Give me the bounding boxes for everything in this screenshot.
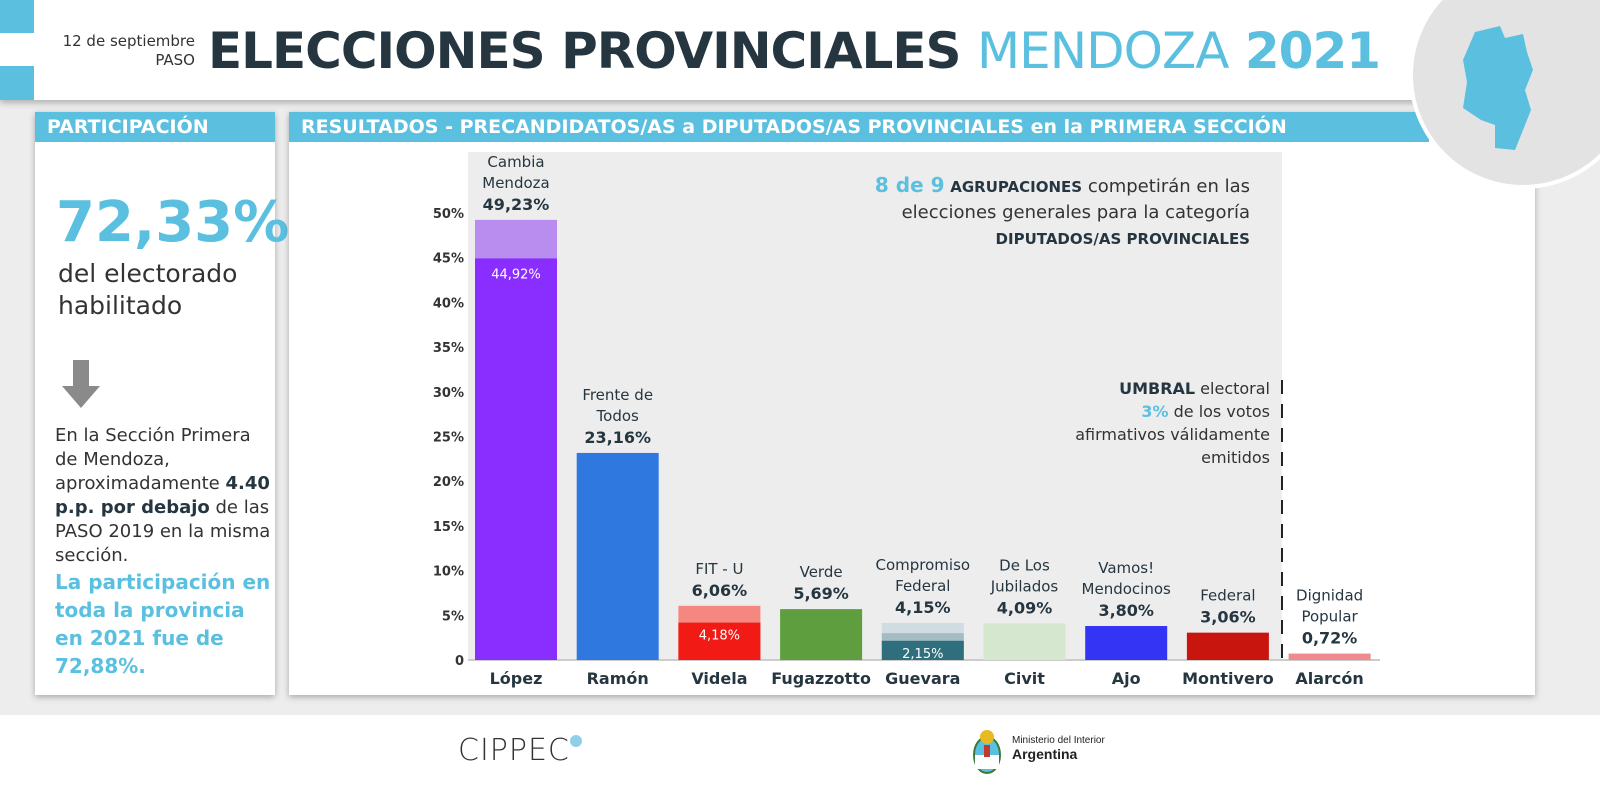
x-tick-label: Alarcón <box>1295 669 1363 688</box>
y-tick-label: 15% <box>433 520 464 535</box>
bar-segment <box>678 622 761 660</box>
data-label: 6,06% <box>692 581 748 600</box>
x-tick-label: Montivero <box>1182 669 1274 688</box>
mendoza-map-icon <box>1409 0 1600 189</box>
y-tick-label: 0 <box>455 654 464 669</box>
inner-data-label: 44,92% <box>491 267 541 282</box>
party-label: Federal <box>895 577 950 595</box>
bar-segment <box>475 258 557 660</box>
data-label: 23,16% <box>584 428 651 447</box>
y-tick-label: 10% <box>433 565 464 580</box>
inner-data-label: 2,15% <box>902 647 943 662</box>
x-tick-label: Guevara <box>885 669 960 688</box>
bar-chart: 0 5% 10% 15% 20% 25% 30% 35% 40% 45% 50% 44,92% 49,2… <box>433 152 1380 688</box>
bar-Ramón <box>576 452 659 660</box>
threshold-note: UMBRAL electoral 3% de los votos afirmat… <box>1075 379 1270 467</box>
results-label: RESULTADOS - PRECANDIDATOS/AS a DIPUTADO… <box>289 112 1429 142</box>
x-tick-label: Fugazzotto <box>771 669 871 688</box>
party-label: Verde <box>800 563 843 581</box>
party-label: Jubilados <box>990 577 1059 595</box>
data-label: 3,80% <box>1098 601 1154 620</box>
arrow-down-icon <box>62 360 100 408</box>
party-label: FIT - U <box>695 560 743 578</box>
party-label: Federal <box>1200 587 1255 605</box>
participation-card <box>35 112 275 695</box>
decor-square <box>0 0 34 33</box>
data-label: 4,15% <box>895 598 951 617</box>
y-tick-label: 45% <box>433 252 464 267</box>
x-tick-label: Civit <box>1004 669 1045 688</box>
party-label: Frente de <box>582 386 653 404</box>
party-label: Compromiso <box>876 556 971 574</box>
party-label: Dignidad <box>1296 587 1363 605</box>
bar-Montivero <box>1186 632 1269 660</box>
data-label: 3,06% <box>1200 608 1256 627</box>
party-label: De Los <box>999 556 1050 574</box>
y-tick-label: 20% <box>433 475 464 490</box>
y-tick-label: 5% <box>442 609 464 624</box>
party-label: Todos <box>596 407 639 425</box>
y-tick-label: 40% <box>433 296 464 311</box>
x-tick-label: Ramón <box>587 669 649 688</box>
y-tick-label: 30% <box>433 386 464 401</box>
page-title: ELECCIONES PROVINCIALES MENDOZA 2021 <box>208 22 1381 80</box>
party-label: Cambia <box>487 153 544 171</box>
date: 12 de septiembre PASO <box>62 32 195 69</box>
party-label: Mendocinos <box>1082 580 1171 598</box>
inner-data-label: 4,18% <box>699 629 740 644</box>
bar-segment <box>881 640 964 660</box>
bar-Ajo <box>1085 626 1168 660</box>
data-label: 4,09% <box>997 598 1053 617</box>
participation-text: En la Sección Primera de Mendoza, aproxi… <box>55 425 271 678</box>
x-tick-label: López <box>490 669 543 688</box>
argentina-coat-of-arms-icon <box>973 730 1001 774</box>
x-tick-label: Ajo <box>1112 669 1141 688</box>
y-tick-label: 35% <box>433 341 464 356</box>
y-tick-label: 50% <box>433 207 464 222</box>
decor-square <box>0 66 34 100</box>
x-tick-label: Videla <box>691 669 747 688</box>
party-label: Vamos! <box>1098 559 1154 577</box>
chart-note: 8 de 9 AGRUPACIONES competirán en las el… <box>874 173 1250 248</box>
participation-label: PARTICIPACIÓN <box>35 112 275 142</box>
bar-Civit <box>983 623 1066 660</box>
ministerio-logo: Ministerio del Interior Argentina <box>1012 735 1105 762</box>
footer: CIPPEC Ministerio del Interior Argentina <box>0 715 1600 801</box>
cippec-logo: CIPPEC <box>458 733 582 768</box>
party-label: Mendoza <box>482 174 549 192</box>
party-label: Popular <box>1301 608 1358 626</box>
y-tick-label: 25% <box>433 431 464 446</box>
bar-Fugazzotto <box>780 609 863 660</box>
data-label: 0,72% <box>1302 629 1358 648</box>
data-label: 5,69% <box>793 584 849 603</box>
header: 12 de septiembre PASO ELECCIONES PROVINCI… <box>0 0 1600 100</box>
participation-value: 72,33% <box>56 190 290 255</box>
participation-sub: del electorado habilitado <box>58 259 238 320</box>
data-label: 49,23% <box>483 195 550 214</box>
bar-Alarcón <box>1288 653 1371 660</box>
